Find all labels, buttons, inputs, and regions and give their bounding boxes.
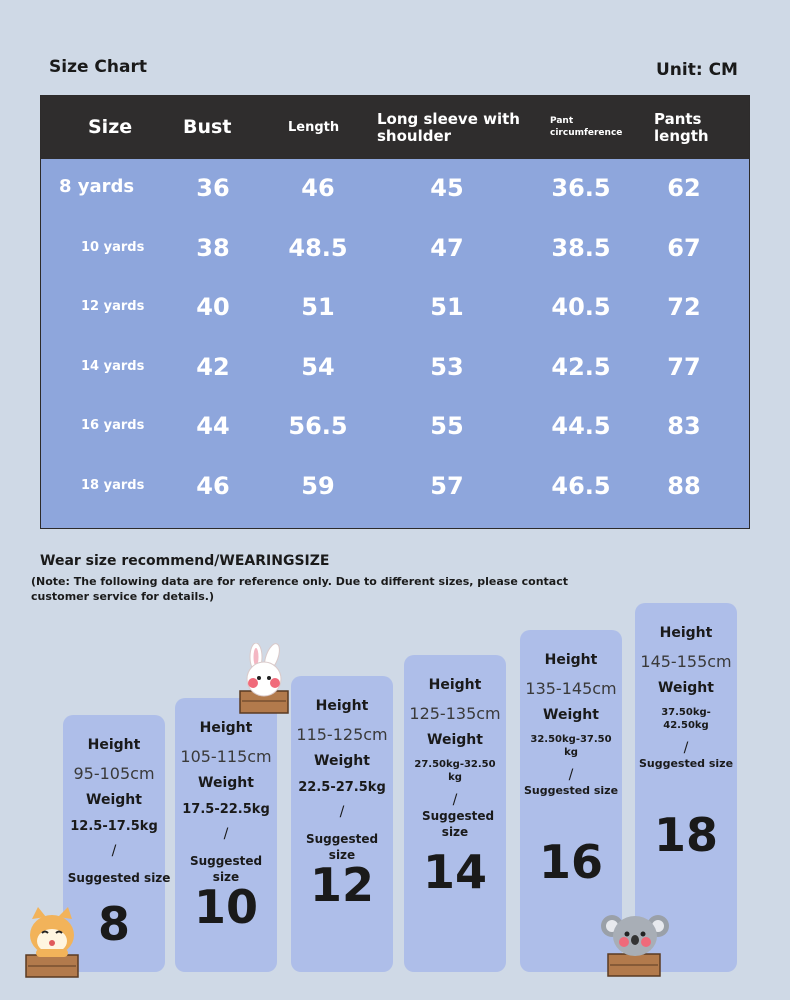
height-range: 125-135cm: [409, 704, 501, 723]
weight-label: Weight: [427, 732, 483, 748]
suggested-size-label: Suggested size: [523, 784, 619, 797]
height-range: 105-115cm: [180, 747, 272, 766]
cell-bust: 40: [196, 293, 230, 321]
suggested-size-number: 12: [309, 858, 374, 912]
suggested-size-label: Suggested size: [189, 854, 263, 884]
suggested-size-label: Suggested size: [638, 757, 734, 770]
height-label: Height: [544, 652, 598, 668]
cell-bust: 38: [196, 234, 230, 262]
cat-mascot-icon: [25, 907, 79, 978]
cell-length: 46: [301, 174, 335, 202]
col-size: Size: [88, 116, 133, 138]
weight-range: 12.5-17.5kg: [70, 819, 158, 834]
cell-pants-length: 62: [667, 174, 701, 202]
suggested-size-label: Suggested size: [67, 871, 171, 885]
height-label: Height: [199, 720, 253, 736]
cell-sleeve: 47: [430, 234, 464, 262]
weight-label: Weight: [658, 680, 714, 696]
row-size-label: 10 yards: [81, 240, 145, 255]
size-card-12: Height 115-125cm Weight 22.5-27.5kg / Suggest…: [291, 676, 393, 972]
cell-length: 51: [301, 293, 335, 321]
cell-pants-length: 88: [667, 472, 701, 500]
recommend-note: (Note: The following data are for refere…: [31, 575, 568, 603]
cell-pants-length: 77: [667, 353, 701, 381]
weight-label: Weight: [543, 707, 599, 723]
table-header: Size Bust Length Long sleeve with should…: [41, 96, 749, 159]
cell-length: 59: [301, 472, 335, 500]
cell-pant-circ: 40.5: [551, 293, 611, 321]
row-size-label: 8 yards: [59, 176, 135, 197]
weight-range: 37.50kg-42.50kg: [661, 707, 711, 731]
cell-pants-length: 72: [667, 293, 701, 321]
cell-pant-circ: 36.5: [551, 174, 611, 202]
weight-range: 27.50kg-32.50 kg: [414, 759, 496, 783]
col-bust: Bust: [183, 116, 232, 138]
slash-divider: /: [683, 740, 689, 756]
page-title: Size Chart: [49, 57, 147, 77]
suggested-size-number: 18: [653, 808, 718, 862]
weight-label: Weight: [198, 775, 254, 791]
suggested-size-label: Suggested size: [305, 832, 379, 862]
weight-label: Weight: [314, 753, 370, 769]
cell-pant-circ: 42.5: [551, 353, 611, 381]
height-label: Height: [87, 737, 141, 753]
cell-pant-circ: 44.5: [551, 412, 611, 440]
cell-sleeve: 57: [430, 472, 464, 500]
cell-pant-circ: 38.5: [551, 234, 611, 262]
cell-sleeve: 53: [430, 353, 464, 381]
suggested-size-number: 14: [422, 845, 487, 899]
row-size-label: 14 yards: [81, 359, 145, 374]
unit-label: Unit: CM: [656, 60, 738, 80]
slash-divider: /: [111, 843, 117, 859]
slash-divider: /: [339, 804, 345, 820]
cell-bust: 36: [196, 174, 230, 202]
cell-bust: 44: [196, 412, 230, 440]
cell-bust: 46: [196, 472, 230, 500]
bunny-mascot-icon: [239, 643, 289, 714]
size-card-10: Height 105-115cm Weight 17.5-22.5kg / Suggest…: [175, 698, 277, 972]
weight-label: Weight: [86, 792, 142, 808]
size-card-18: Height 145-155cm Weight 37.50kg-42.50kg / Sug…: [635, 603, 737, 972]
size-card-14: Height 125-135cm Weight 27.50kg-32.50 kg / Su…: [404, 655, 506, 972]
suggested-size-number: 16: [538, 835, 603, 889]
cell-length: 56.5: [288, 412, 348, 440]
slash-divider: /: [223, 826, 229, 842]
weight-range: 22.5-27.5kg: [298, 780, 386, 795]
height-label: Height: [315, 698, 369, 714]
height-label: Height: [428, 677, 482, 693]
koala-mascot-icon: [601, 915, 669, 977]
cell-length: 54: [301, 353, 335, 381]
size-card-8: Height 95-105cm Weight 12.5-17.5kg / Suggeste…: [63, 715, 170, 972]
cell-sleeve: 45: [430, 174, 464, 202]
col-pants-length: Pants length: [654, 110, 709, 146]
suggested-size-number: 10: [193, 880, 258, 934]
height-range: 95-105cm: [73, 764, 155, 783]
weight-range: 17.5-22.5kg: [182, 802, 270, 817]
cell-pants-length: 83: [667, 412, 701, 440]
col-sleeve: Long sleeve with shoulder: [377, 110, 520, 146]
row-size-label: 12 yards: [81, 299, 145, 314]
slash-divider: /: [568, 767, 574, 783]
cell-bust: 42: [196, 353, 230, 381]
height-range: 145-155cm: [640, 652, 732, 671]
col-pant-circumference: Pant circumference: [550, 116, 623, 138]
row-size-label: 18 yards: [81, 478, 145, 493]
height-range: 115-125cm: [296, 725, 388, 744]
suggested-size-label: Suggested size: [422, 809, 495, 839]
suggested-size-number: 8: [97, 897, 130, 951]
size-card-16: Height 135-145cm Weight 32.50kg-37.50 kg / Su…: [520, 630, 622, 972]
cell-pants-length: 67: [667, 234, 701, 262]
recommend-title: Wear size recommend/WEARINGSIZE: [40, 553, 330, 569]
cell-sleeve: 55: [430, 412, 464, 440]
col-length: Length: [288, 120, 340, 135]
height-label: Height: [659, 625, 713, 641]
row-size-label: 16 yards: [81, 418, 145, 433]
height-range: 135-145cm: [525, 679, 617, 698]
weight-range: 32.50kg-37.50 kg: [530, 734, 612, 758]
slash-divider: /: [452, 792, 458, 808]
cell-length: 48.5: [288, 234, 348, 262]
size-table: Size Bust Length Long sleeve with should…: [40, 95, 750, 529]
cell-sleeve: 51: [430, 293, 464, 321]
cell-pant-circ: 46.5: [551, 472, 611, 500]
